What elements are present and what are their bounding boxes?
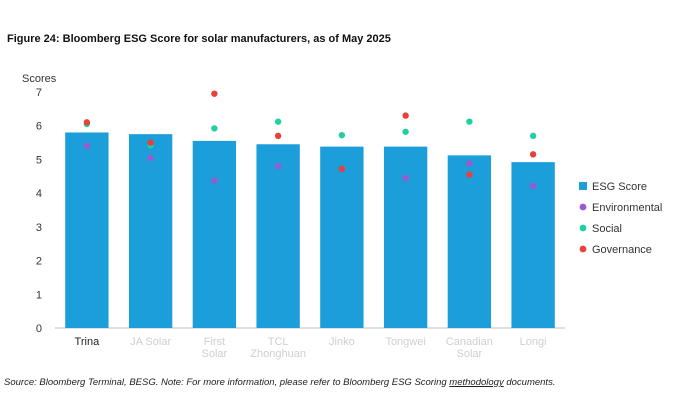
point-social-5 — [402, 128, 409, 135]
point-environmental-6 — [466, 160, 473, 167]
points-group — [83, 90, 537, 189]
x-tick-label-line: Zhonghuan — [250, 348, 306, 360]
legend-swatch — [579, 245, 587, 253]
point-environmental-2 — [211, 177, 218, 184]
methodology-link[interactable]: methodology — [449, 377, 504, 388]
bar-tcl-zhonghuan — [256, 144, 300, 328]
point-environmental-1 — [147, 154, 154, 161]
y-tick-label: 3 — [36, 222, 42, 234]
point-governance-1 — [147, 139, 154, 146]
x-tick-label-line: Canadian — [446, 336, 493, 348]
point-social-7 — [529, 132, 537, 140]
y-tick-label: 5 — [36, 154, 42, 166]
legend-label: ESG Score — [592, 181, 647, 193]
bar-first-solar — [192, 140, 237, 328]
x-tick-label-line: TCL — [268, 336, 289, 348]
x-tick-label: Tongwei — [385, 336, 425, 348]
bar-trina — [65, 132, 109, 328]
x-tick-label: Longi — [520, 336, 547, 348]
y-tick-label: 7 — [36, 87, 42, 99]
point-governance-7 — [529, 151, 537, 158]
point-governance-2 — [211, 90, 218, 97]
bar-longi — [511, 162, 555, 328]
point-governance-6 — [466, 171, 473, 178]
bar-ja-solar — [128, 134, 173, 328]
x-tick-label: Jinko — [329, 336, 355, 348]
y-tick-label: 2 — [36, 256, 42, 268]
point-governance-0 — [83, 119, 91, 126]
point-governance-4 — [338, 165, 346, 173]
point-environmental-5 — [402, 174, 409, 182]
chart-title: Figure 24: Bloomberg ESG Score for solar… — [7, 33, 391, 45]
bar-tongwei — [383, 146, 428, 328]
x-tick-label: TCL Zhonghuan — [250, 336, 306, 360]
bar-jinko — [320, 146, 364, 328]
x-tick-label: Trina — [75, 336, 101, 348]
y-tick-label: 0 — [36, 323, 42, 335]
source-note: Source: Bloomberg Terminal, BESG. Note: … — [4, 377, 555, 388]
legend-swatch — [579, 182, 587, 190]
point-social-6 — [466, 118, 473, 125]
x-tick-label: Canadian Solar — [446, 336, 493, 360]
x-tick-label: First Solar — [202, 336, 228, 360]
legend-swatch — [579, 224, 587, 232]
bars-group — [65, 132, 555, 328]
legend: ESG Score Environmental Social Governance — [579, 181, 662, 256]
point-governance-5 — [402, 112, 409, 119]
x-tick-label-line: First — [204, 336, 225, 348]
legend-label: Governance — [592, 244, 652, 256]
x-tick-label-line: Solar — [202, 348, 228, 360]
point-environmental-3 — [274, 162, 282, 170]
x-tick-label-line: Solar — [457, 348, 483, 360]
y-tick-label: 4 — [36, 188, 42, 200]
legend-swatch — [579, 203, 587, 211]
y-tick-label: 6 — [36, 121, 42, 133]
chart-area: Scores 0 1 2 3 4 5 6 7 Trina JA Solar First Solar TC… — [0, 60, 700, 365]
legend-label: Social — [592, 223, 622, 235]
x-tick-label: JA Solar — [130, 336, 171, 348]
point-social-2 — [211, 125, 218, 132]
source-suffix: documents. — [503, 377, 556, 388]
bar-canadian-solar — [447, 155, 492, 328]
point-environmental-0 — [83, 142, 91, 150]
point-governance-3 — [274, 132, 282, 140]
y-axis-label: Scores — [22, 73, 57, 85]
y-tick-label: 1 — [36, 289, 42, 301]
point-social-3 — [274, 118, 282, 125]
point-environmental-7 — [529, 182, 537, 189]
source-prefix: Source: Bloomberg Terminal, BESG. Note: … — [4, 377, 450, 388]
point-social-4 — [338, 131, 346, 139]
legend-label: Environmental — [592, 202, 662, 214]
